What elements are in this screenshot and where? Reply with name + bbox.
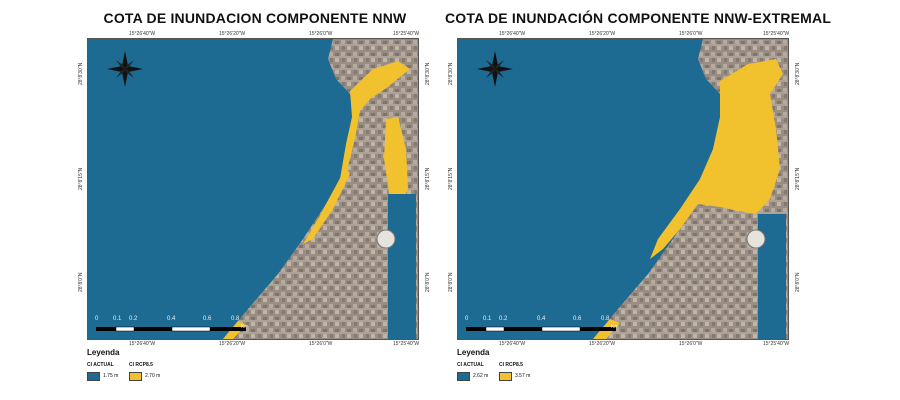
map-panel-nnw-extremal: COTA DE INUNDACIÓN COMPONENTE NNW-EXTREM…	[445, 0, 832, 400]
coord-left: 28°8'0"N	[448, 272, 454, 292]
scale-label: 0.6	[573, 316, 582, 322]
coord-bottom: 15°26'40"W	[499, 341, 526, 347]
coord-left: 28°8'30"N	[78, 62, 84, 85]
legend-value: 1.75 m	[103, 373, 119, 379]
coord-bottom: 15°26'20"W	[219, 341, 246, 347]
scale-label: 0.8	[231, 316, 240, 322]
legend-heading: CI RCP8.5	[129, 362, 153, 368]
coord-top: 15°26'20"W	[589, 31, 616, 37]
legend-title: Leyenda	[457, 348, 490, 357]
coord-bottom: 15°25'40"W	[393, 341, 420, 347]
coord-left: 28°8'15"N	[448, 167, 454, 190]
scale-label: 0.2	[499, 316, 508, 322]
legend-value: 2.70 m	[145, 373, 161, 379]
compass-rose-icon	[477, 51, 513, 87]
coord-right: 28°8'30"N	[795, 62, 801, 85]
urban-area	[223, 39, 418, 339]
scale-label: 0	[95, 316, 99, 322]
flood-extremal-main	[650, 59, 783, 259]
legend-swatch-actual	[457, 372, 470, 381]
coord-left: 28°8'15"N	[78, 167, 84, 190]
scale-label: 0.8	[601, 316, 610, 322]
legend-swatch-actual	[87, 372, 100, 381]
map-title: COTA DE INUNDACION COMPONENTE NNW	[103, 10, 407, 26]
coord-left: 28°8'0"N	[78, 272, 84, 292]
flood-inner-area	[384, 117, 408, 207]
scale-bar	[466, 326, 616, 332]
coord-top: 15°26'0"W	[679, 31, 703, 37]
legend-title: Leyenda	[87, 348, 120, 357]
coord-bottom: 15°26'40"W	[129, 341, 156, 347]
scale-bar	[96, 326, 246, 332]
coord-bottom: 15°26'20"W	[589, 341, 616, 347]
flood-coast-north	[340, 61, 410, 179]
stadium	[746, 229, 766, 249]
legend-value: 3.57 m	[515, 373, 531, 379]
flood-map	[87, 38, 419, 340]
coord-top: 15°26'0"W	[309, 31, 333, 37]
scale-label: 0.6	[203, 316, 212, 322]
scale-label: 0.1	[113, 316, 122, 322]
legend-swatch-rcp85	[499, 372, 512, 381]
coord-right: 28°8'0"N	[425, 272, 431, 292]
legend-value: 2.62 m	[473, 373, 489, 379]
legend-heading: CI ACTUAL	[87, 362, 114, 368]
flood-map	[457, 38, 789, 340]
scale-label: 0.1	[483, 316, 492, 322]
scale-label: 0.4	[537, 316, 546, 322]
scale-unit: Km	[611, 324, 619, 330]
coord-top: 15°26'20"W	[219, 31, 246, 37]
coord-top: 15°26'40"W	[499, 31, 526, 37]
harbor-water	[388, 194, 416, 339]
scale-unit: Km	[241, 324, 249, 330]
coord-bottom: 15°26'0"W	[309, 341, 333, 347]
legend-heading: CI RCP8.5	[499, 362, 523, 368]
stadium	[376, 229, 396, 249]
coord-top: 15°26'40"W	[129, 31, 156, 37]
coord-top: 15°25'40"W	[393, 31, 420, 37]
legend-heading: CI ACTUAL	[457, 362, 484, 368]
scale-label: 0.4	[167, 316, 176, 322]
coord-right: 28°8'30"N	[425, 62, 431, 85]
coord-right: 28°8'0"N	[795, 272, 801, 292]
coord-right: 28°8'15"N	[795, 167, 801, 190]
map-title: COTA DE INUNDACIÓN COMPONENTE NNW-EXTREM…	[445, 10, 832, 26]
coord-top: 15°25'40"W	[763, 31, 790, 37]
flood-coast-beach	[303, 167, 350, 244]
map-panel-nnw: COTA DE INUNDACION COMPONENTE NNW 15°26'…	[75, 0, 435, 400]
legend: Leyenda CI ACTUAL CI RCP8.5 2.62 m 3.57 …	[457, 346, 657, 396]
legend-swatch-rcp85	[129, 372, 142, 381]
coord-left: 28°8'30"N	[448, 62, 454, 85]
scale-label: 0	[465, 316, 469, 322]
legend: Leyenda CI ACTUAL CI RCP8.5 1.75 m 2.70 …	[87, 346, 287, 396]
compass-rose-icon	[107, 51, 143, 87]
coord-bottom: 15°25'40"W	[763, 341, 790, 347]
scale-label: 0.2	[129, 316, 138, 322]
coord-right: 28°8'15"N	[425, 167, 431, 190]
coord-bottom: 15°26'0"W	[679, 341, 703, 347]
